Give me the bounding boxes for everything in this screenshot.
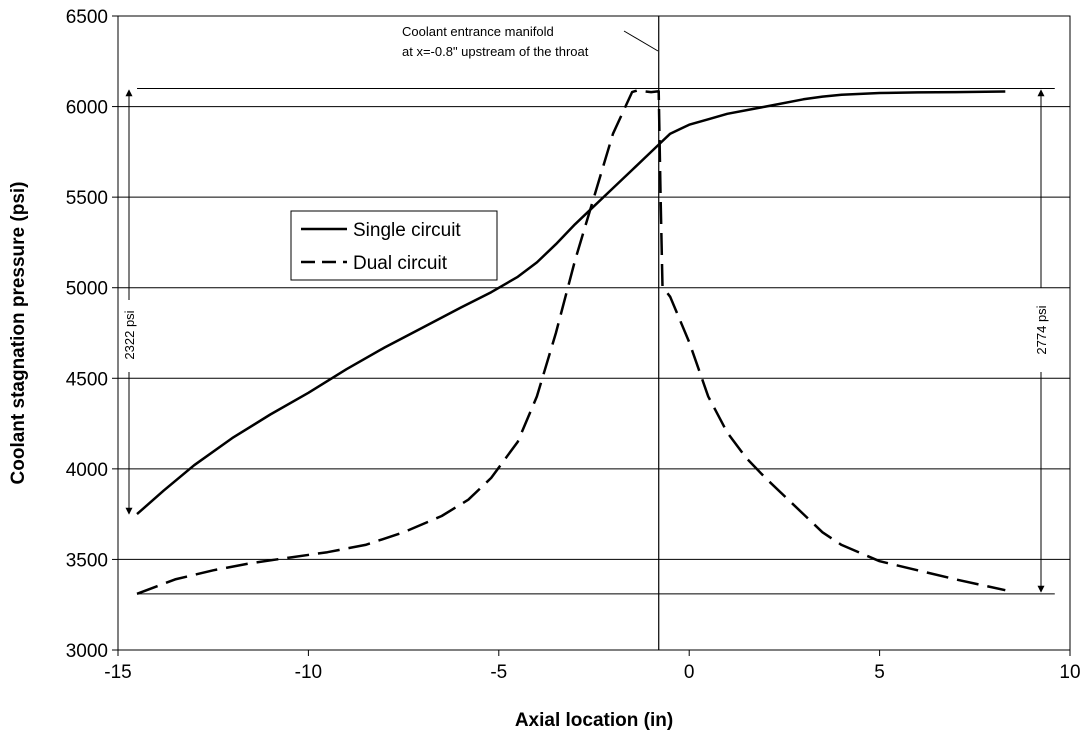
series-line-single-circuit xyxy=(136,90,1006,516)
right-dimension-label: 2774 psi xyxy=(1034,305,1049,354)
x-tick-label-5: 10 xyxy=(1059,662,1080,683)
y-tick-label-2: 4000 xyxy=(66,460,108,481)
grid-lines xyxy=(118,15,1070,651)
left-dimension: 2322 psi xyxy=(122,89,137,515)
legend-label-single: Single circuit xyxy=(353,220,461,241)
x-axis-title: Axial location (in) xyxy=(515,710,673,731)
legend: Single circuit Dual circuit xyxy=(290,210,498,281)
manifold-note-line1: Coolant entrance manifold xyxy=(402,24,554,39)
y-tick-label-1: 3500 xyxy=(66,550,108,571)
y-tick-label-4: 5000 xyxy=(66,279,108,300)
reference-lines xyxy=(137,16,1055,650)
x-tick-label-4: 5 xyxy=(874,662,885,683)
x-tick-label-1: -10 xyxy=(295,662,322,683)
plot-frame xyxy=(117,15,1071,651)
y-tick-label-5: 5500 xyxy=(66,188,108,209)
y-tick-label-0: 3000 xyxy=(66,641,108,662)
legend-box xyxy=(290,210,498,281)
y-tick-label-6: 6000 xyxy=(66,98,108,119)
x-tick-label-3: 0 xyxy=(684,662,695,683)
series-lines xyxy=(136,89,1006,595)
x-tick-label-0: -15 xyxy=(104,662,131,683)
y-tick-label-3: 4500 xyxy=(66,369,108,390)
right-dimension: 2774 psi xyxy=(1034,89,1049,593)
y-tick-label-7: 6500 xyxy=(66,7,108,28)
x-tick-label-2: -5 xyxy=(490,662,507,683)
series-line-dual-circuit xyxy=(136,89,1006,595)
left-dimension-label: 2322 psi xyxy=(122,310,137,359)
axis-ticks: 3000 3500 4000 4500 5000 5500 6000 6500 -15 -10 -5… xyxy=(66,7,1081,683)
manifold-leader-line xyxy=(623,30,659,52)
manifold-note-line2: at x=-0.8" upstream of the throat xyxy=(402,44,589,59)
y-axis-title: Coolant stagnation pressure (psi) xyxy=(8,182,29,485)
legend-label-dual: Dual circuit xyxy=(353,253,448,274)
